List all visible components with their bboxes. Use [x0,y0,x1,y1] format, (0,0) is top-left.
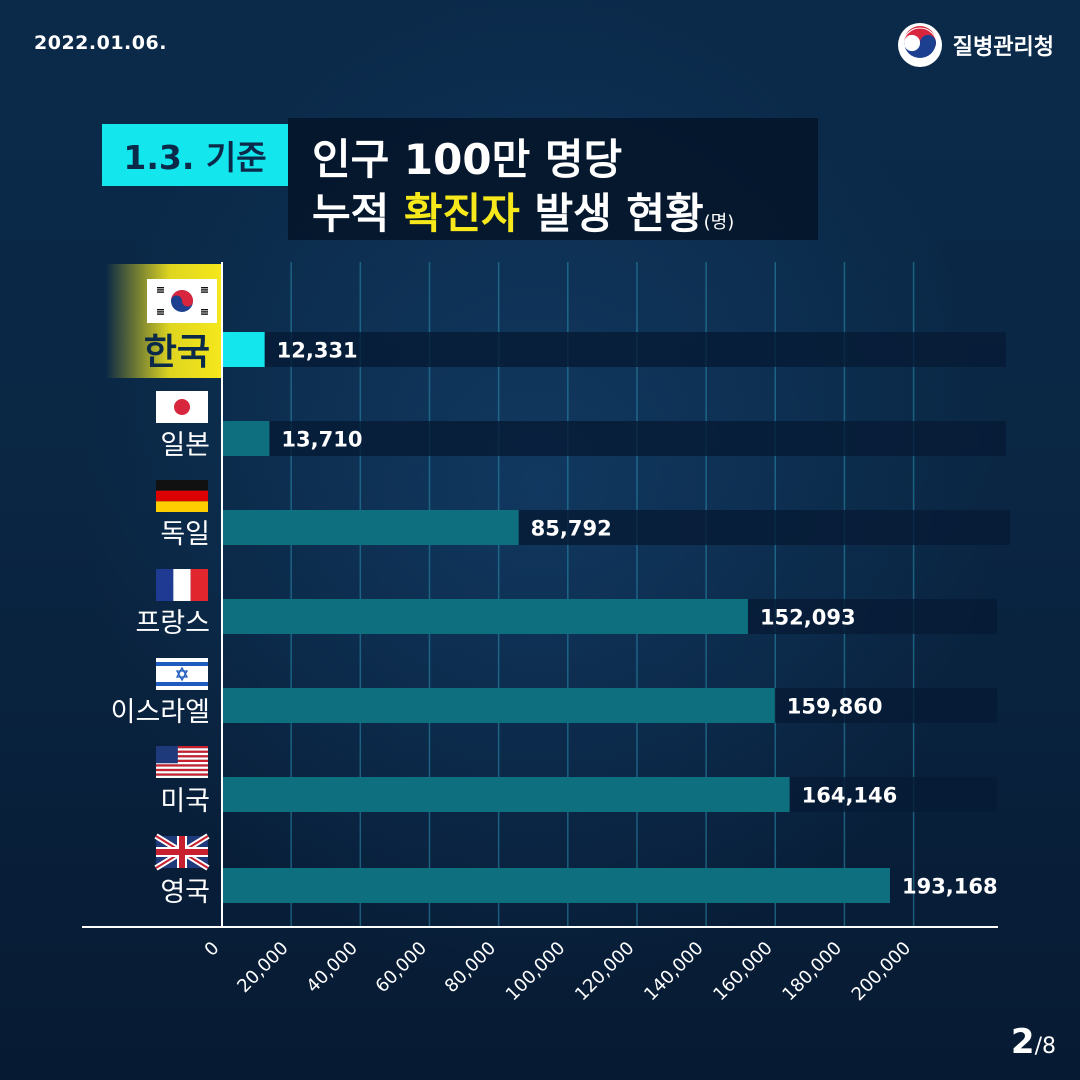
base-date-tag: 1.3. 기준 [102,124,288,186]
page-current: 2 [1010,1022,1035,1062]
category-label: 미국 [160,786,210,817]
page-total: /8 [1034,1034,1056,1059]
category-label: 영국 [160,877,210,908]
germany-flag-icon [156,480,208,512]
x-tick-label: 40,000 [302,938,361,997]
bar [222,332,265,367]
data-label: 13,710 [281,428,362,452]
japan-flag-icon [156,391,208,423]
title-line2: 누적 확진자 발생 현황(명) [312,180,734,241]
bar [222,688,775,723]
title-line2-prefix: 누적 [312,189,404,238]
usa-flag-icon [156,746,208,778]
korea-flag-icon [147,279,217,323]
data-label: 164,146 [802,784,898,808]
israel-flag-icon [156,658,208,690]
x-tick-label: 120,000 [571,938,638,1005]
x-tick-label: 140,000 [640,938,707,1005]
agency-brand: 질병관리청 [897,22,1054,68]
category-label: 독일 [160,519,210,550]
data-label: 85,792 [531,517,612,541]
title-unit: (명) [703,212,735,233]
bar [222,599,748,634]
x-tick-label: 80,000 [441,938,500,997]
x-tick-label: 60,000 [372,938,431,997]
x-tick-label: 180,000 [778,938,845,1005]
bar-track [222,421,1006,456]
kdca-logo-icon [897,23,942,67]
title-box: 인구 100만 명당 누적 확진자 발생 현황(명) [288,118,818,240]
page-indicator: 2/8 [1011,1022,1056,1062]
data-label: 159,860 [787,695,883,719]
x-tick-label: 0 [201,938,224,961]
data-label: 12,331 [277,339,358,363]
agency-name: 질병관리청 [952,35,1054,60]
category-label: 프랑스 [135,608,210,639]
title-highlight: 확진자 [403,189,520,238]
category-label: 일본 [160,430,210,461]
date-label: 2022.01.06. [34,32,167,54]
bar [222,868,890,903]
x-tick-label: 160,000 [709,938,776,1005]
x-tick-label: 100,000 [502,938,569,1005]
category-label: 한국 [144,332,210,373]
title-line1: 인구 100만 명당 [312,135,623,184]
x-tick-label: 20,000 [233,938,292,997]
data-label: 193,168 [902,875,998,899]
data-label: 152,093 [760,606,856,630]
bar-track [222,332,1006,367]
category-label: 이스라엘 [111,697,210,728]
france-flag-icon [156,569,208,601]
bar [222,777,790,812]
title-line2-suffix: 발생 현황 [519,189,704,238]
bar [222,510,519,545]
bar [222,421,270,456]
x-tick-label: 200,000 [848,938,915,1005]
uk-flag-icon [154,833,210,871]
